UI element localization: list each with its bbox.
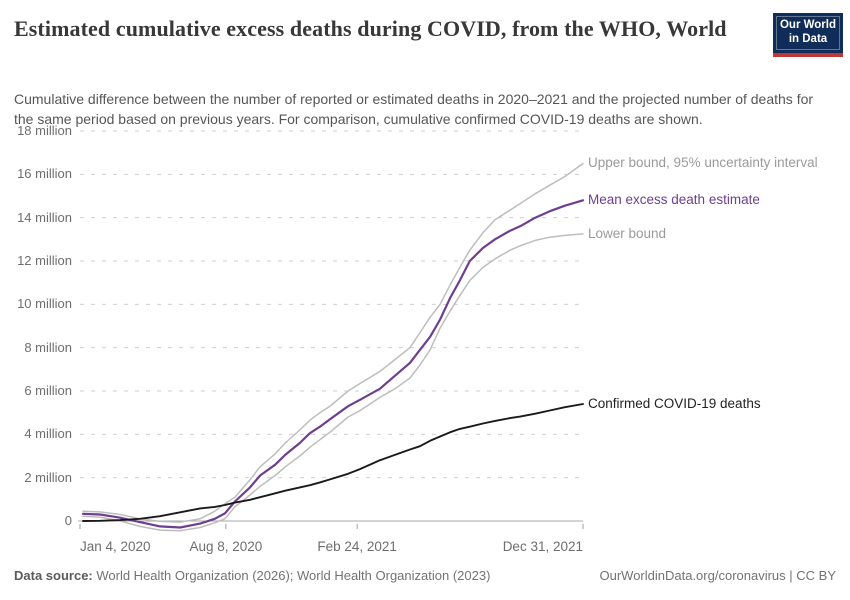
upper-bound-95-uncertainty-interval-line — [82, 162, 584, 523]
y-axis-tick-label: 2 million — [24, 469, 72, 485]
lower-bound-label: Lower bound — [588, 225, 667, 241]
y-axis-tick-label: 10 million — [17, 296, 72, 312]
data-source-label: Data source: — [14, 568, 93, 583]
y-axis-tick-label: 16 million — [17, 166, 72, 182]
y-axis-tick-label: 6 million — [24, 382, 72, 398]
y-axis-tick-label: 0 — [64, 513, 72, 528]
y-axis-tick-label: 4 million — [24, 426, 72, 442]
data-source-note: Data source: World Health Organization (… — [14, 568, 490, 583]
chart-subtitle: Cumulative difference between the number… — [14, 91, 814, 127]
mean-excess-death-estimate-line — [81, 199, 585, 529]
mean-excess-death-estimate-label: Mean excess death estimate — [588, 192, 760, 208]
y-axis-tick-label: 18 million — [17, 122, 72, 138]
line-chart-area: 0 2 million 4 million 6 million 8 million 10 … — [0, 120, 850, 560]
y-axis-tick-label: 12 million — [17, 252, 72, 268]
page-title: Estimated cumulative excess deaths durin… — [14, 16, 727, 41]
owid-logo-text-line2: in Data — [788, 33, 828, 45]
x-axis-tick-label: Jan 4, 2020 — [80, 539, 151, 554]
owid-logo: Our World in Data — [773, 13, 843, 57]
y-axis-tick-label: 8 million — [24, 339, 72, 355]
y-axis-tick-label: 14 million — [17, 209, 72, 225]
owid-logo-inner-border: Our World in Data — [776, 16, 840, 50]
plot-canvas — [78, 130, 585, 532]
confirmed-covid-19-deaths-label: Confirmed COVID-19 deaths — [588, 395, 761, 411]
x-axis-tick-label: Dec 31, 2021 — [502, 539, 583, 554]
lower-bound-line — [82, 233, 584, 532]
owid-logo-text-line1: Our World — [779, 19, 836, 32]
confirmed-covid-19-deaths-line — [82, 403, 584, 522]
x-axis-tick-label: Aug 8, 2020 — [189, 539, 263, 554]
license-credit: OurWorldinData.org/coronavirus | CC BY — [599, 568, 836, 583]
upper-bound-95-uncertainty-interval-label: Upper bound, 95% uncertainty interval — [588, 155, 818, 171]
data-source-text: World Health Organization (2026); World … — [92, 568, 491, 583]
x-axis-tick-label: Feb 24, 2021 — [317, 539, 397, 554]
